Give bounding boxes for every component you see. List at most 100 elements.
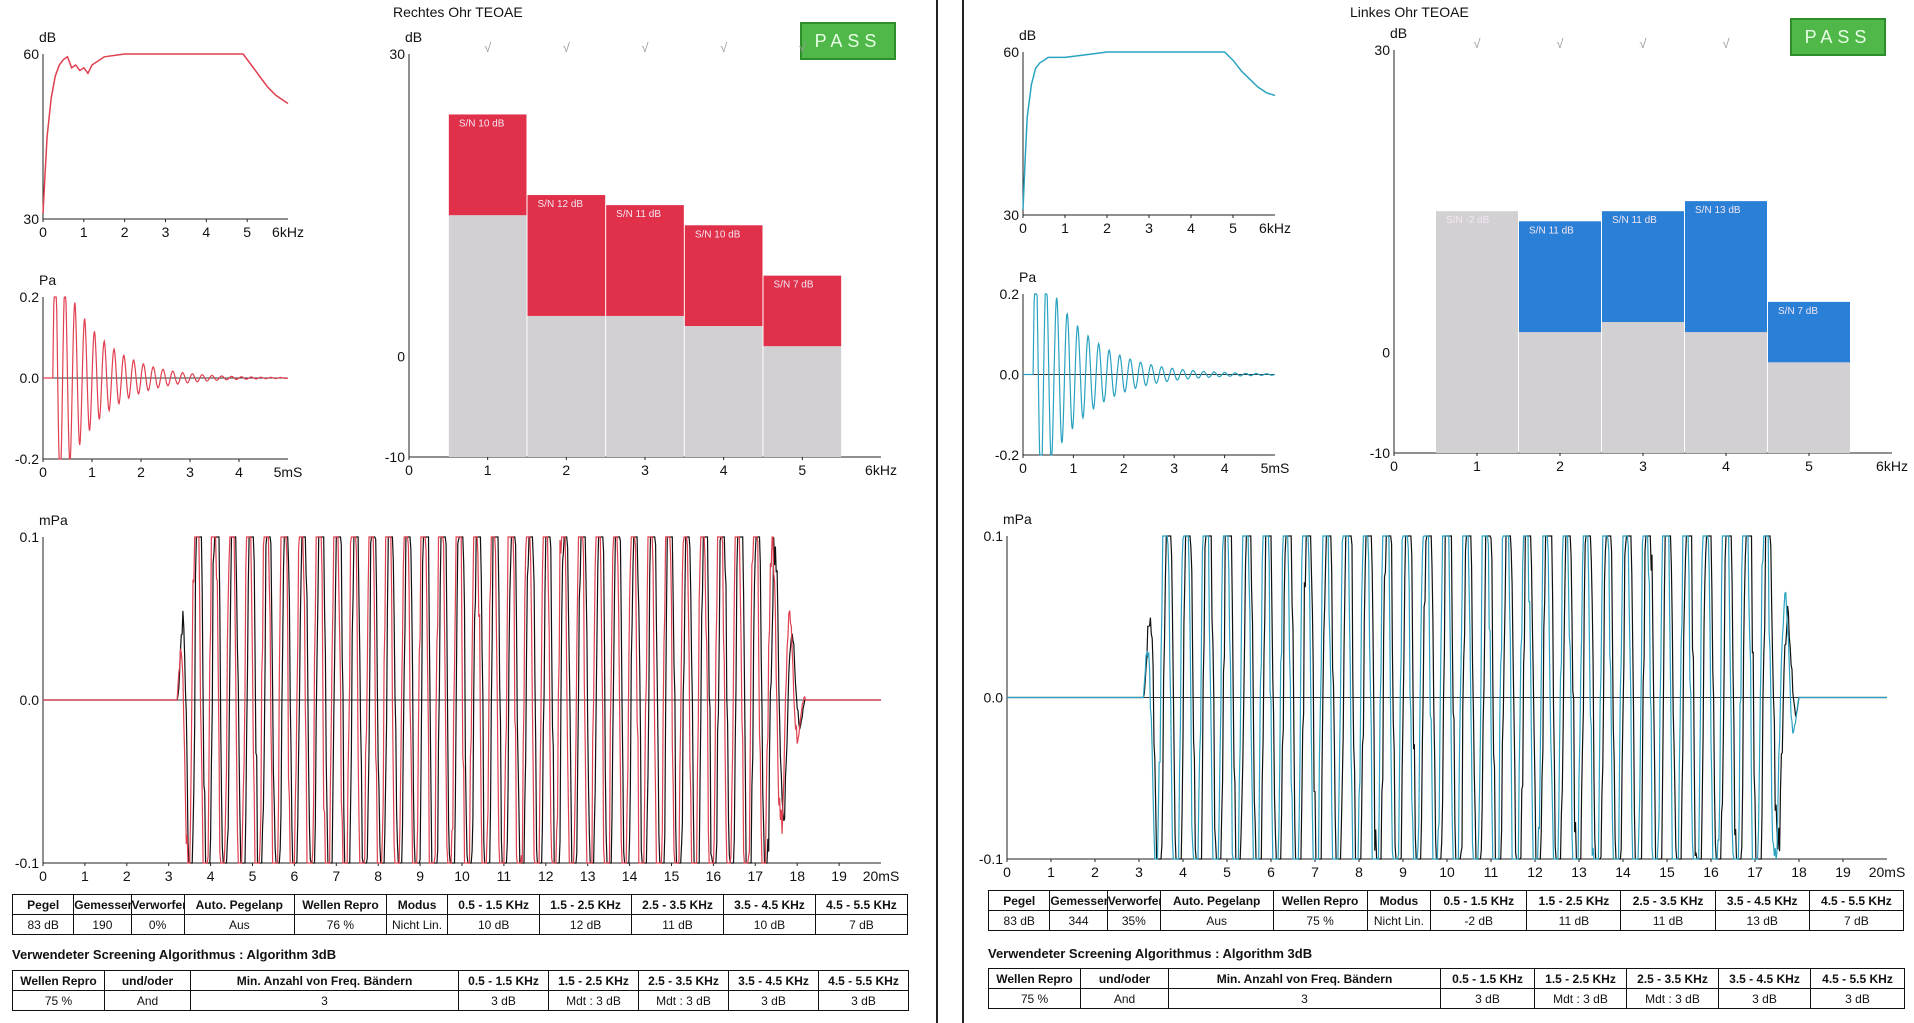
table-header-row: Wellen Repro und/oder Min. Anzahl von Freq… — [12, 970, 909, 991]
pass-check: √ — [720, 40, 728, 55]
x-tick-label: 12 — [1527, 864, 1543, 880]
table-cell: Modus — [385, 894, 449, 915]
table-cell: 2.5 - 3.5 KHz — [631, 894, 724, 915]
y-tick-label: 0.2 — [1000, 286, 1020, 302]
noise-bar — [1768, 362, 1850, 453]
signal-bar — [1602, 211, 1684, 323]
y-tick-label: 0 — [1382, 344, 1390, 360]
x-tick-label: 0 — [1003, 864, 1011, 880]
x-tick-label: 12 — [538, 868, 554, 884]
table-row: 75 % And 3 3 dB Mdt : 3 dB Mdt : 3 dB 3 dB 3 dB — [988, 988, 1905, 1009]
x-tick-label: 2 — [1091, 864, 1099, 880]
y-tick-label: 0.0 — [1000, 367, 1020, 383]
x-tick-label: 9 — [416, 868, 424, 884]
x-tick-label: 2 — [1103, 220, 1111, 236]
pass-check: √ — [1473, 36, 1481, 51]
x-unit-label: 5mS — [274, 464, 303, 480]
ear-title: Rechtes Ohr TEOAE — [393, 4, 523, 20]
table-cell: 3.5 - 4.5 KHz — [728, 970, 819, 991]
pass-check: √ — [563, 40, 571, 55]
table-cell: 2.5 - 3.5 KHz — [638, 970, 729, 991]
table-cell: 11 dB — [1526, 910, 1622, 931]
x-tick-label: 5 — [1805, 458, 1813, 474]
x-tick-label: 0 — [39, 224, 47, 240]
algorithm-table: Wellen Repro und/oder Min. Anzahl von Freq… — [12, 970, 909, 1011]
x-tick-label: 0 — [39, 868, 47, 884]
stimulus-wave-line — [1023, 293, 1276, 456]
y-tick-label: 30 — [1003, 207, 1019, 223]
sn-label: S/N 7 dB — [774, 280, 814, 291]
y-axis-label: mPa — [39, 512, 68, 528]
page-divider — [936, 0, 938, 1023]
x-tick-label: 4 — [720, 462, 728, 478]
y-tick-label: 30 — [1374, 42, 1390, 58]
x-tick-label: 2 — [137, 464, 145, 480]
x-tick-label: 18 — [789, 868, 805, 884]
table-cell: Min. Anzahl von Freq. Bändern — [190, 970, 459, 991]
table-cell: 75 % — [12, 990, 105, 1011]
y-tick-label: -0.2 — [15, 451, 39, 467]
table-cell: Modus — [1366, 890, 1432, 911]
x-tick-label: 14 — [1615, 864, 1631, 880]
x-tick-label: 1 — [484, 462, 492, 478]
y-axis-label: Pa — [39, 272, 56, 288]
x-tick-label: 0 — [1019, 220, 1027, 236]
response-wave-b — [1007, 535, 1887, 860]
table-cell: Pegel — [987, 890, 1051, 911]
y-tick-label: -0.1 — [979, 851, 1003, 867]
measurement-table: Pegel Gemesser Verworfen Auto. Pegelanp Well… — [987, 890, 1905, 931]
table-cell: Aus — [183, 914, 295, 935]
page-divider — [962, 0, 964, 1023]
table-cell: Mdt : 3 dB — [638, 990, 729, 1011]
signal-bar — [606, 205, 684, 316]
table-cell: 3 dB — [818, 990, 909, 1011]
table-cell: 83 dB — [11, 914, 75, 935]
table-header-row: Pegel Gemesser Verworfen Auto. Pegelanp Well… — [11, 894, 909, 915]
x-tick-label: 7 — [1311, 864, 1319, 880]
x-tick-label: 19 — [831, 868, 847, 884]
x-tick-label: 3 — [1145, 220, 1153, 236]
sn-label: S/N 12 dB — [538, 199, 584, 210]
x-unit-label: 6kHz — [1259, 220, 1291, 236]
table-cell: 3 dB — [458, 990, 549, 1011]
x-tick-label: 0 — [405, 462, 413, 478]
x-tick-label: 5 — [243, 224, 251, 240]
x-tick-label: 5 — [249, 868, 257, 884]
table-cell: 3 dB — [728, 990, 819, 1011]
x-tick-label: 13 — [580, 868, 596, 884]
noise-bar — [448, 215, 527, 457]
x-tick-label: 1 — [1047, 864, 1055, 880]
table-cell: 190 — [73, 914, 132, 935]
x-tick-label: 2 — [1120, 460, 1128, 476]
y-tick-label: 0.0 — [20, 370, 40, 386]
table-cell: 3 dB — [1718, 988, 1811, 1009]
sn-label: S/N 13 dB — [1695, 205, 1741, 216]
x-tick-label: 19 — [1835, 864, 1851, 880]
x-tick-label: 8 — [374, 868, 382, 884]
table-cell: und/oder — [1080, 968, 1169, 989]
table-cell: 0.5 - 1.5 KHz — [458, 970, 549, 991]
table-cell: Auto. Pegelanp — [183, 894, 295, 915]
signal-bar — [448, 114, 527, 216]
x-tick-label: 5 — [798, 462, 806, 478]
ear-title: Linkes Ohr TEOAE — [1350, 4, 1469, 20]
pass-check: √ — [484, 40, 492, 55]
table-cell: Nicht Lin. — [385, 914, 449, 935]
x-tick-label: 3 — [1639, 458, 1647, 474]
x-tick-label: 8 — [1355, 864, 1363, 880]
y-axis-label: mPa — [1003, 511, 1032, 527]
x-unit-label: 20mS — [863, 868, 900, 884]
y-axis-label: dB — [39, 29, 56, 45]
table-cell: 4.5 - 5.5 KHz — [1810, 968, 1905, 989]
pass-badge: PASS — [1790, 18, 1886, 56]
table-cell: Wellen Repro — [988, 968, 1081, 989]
x-tick-label: 3 — [162, 224, 170, 240]
x-tick-label: 3 — [1135, 864, 1143, 880]
table-cell: And — [104, 990, 191, 1011]
table-cell: 7 dB — [1808, 910, 1905, 931]
signal-bar — [1685, 201, 1767, 333]
stimulus-spectrum-line — [1022, 51, 1276, 210]
x-tick-label: 2 — [123, 868, 131, 884]
table-cell: Pegel — [11, 894, 75, 915]
